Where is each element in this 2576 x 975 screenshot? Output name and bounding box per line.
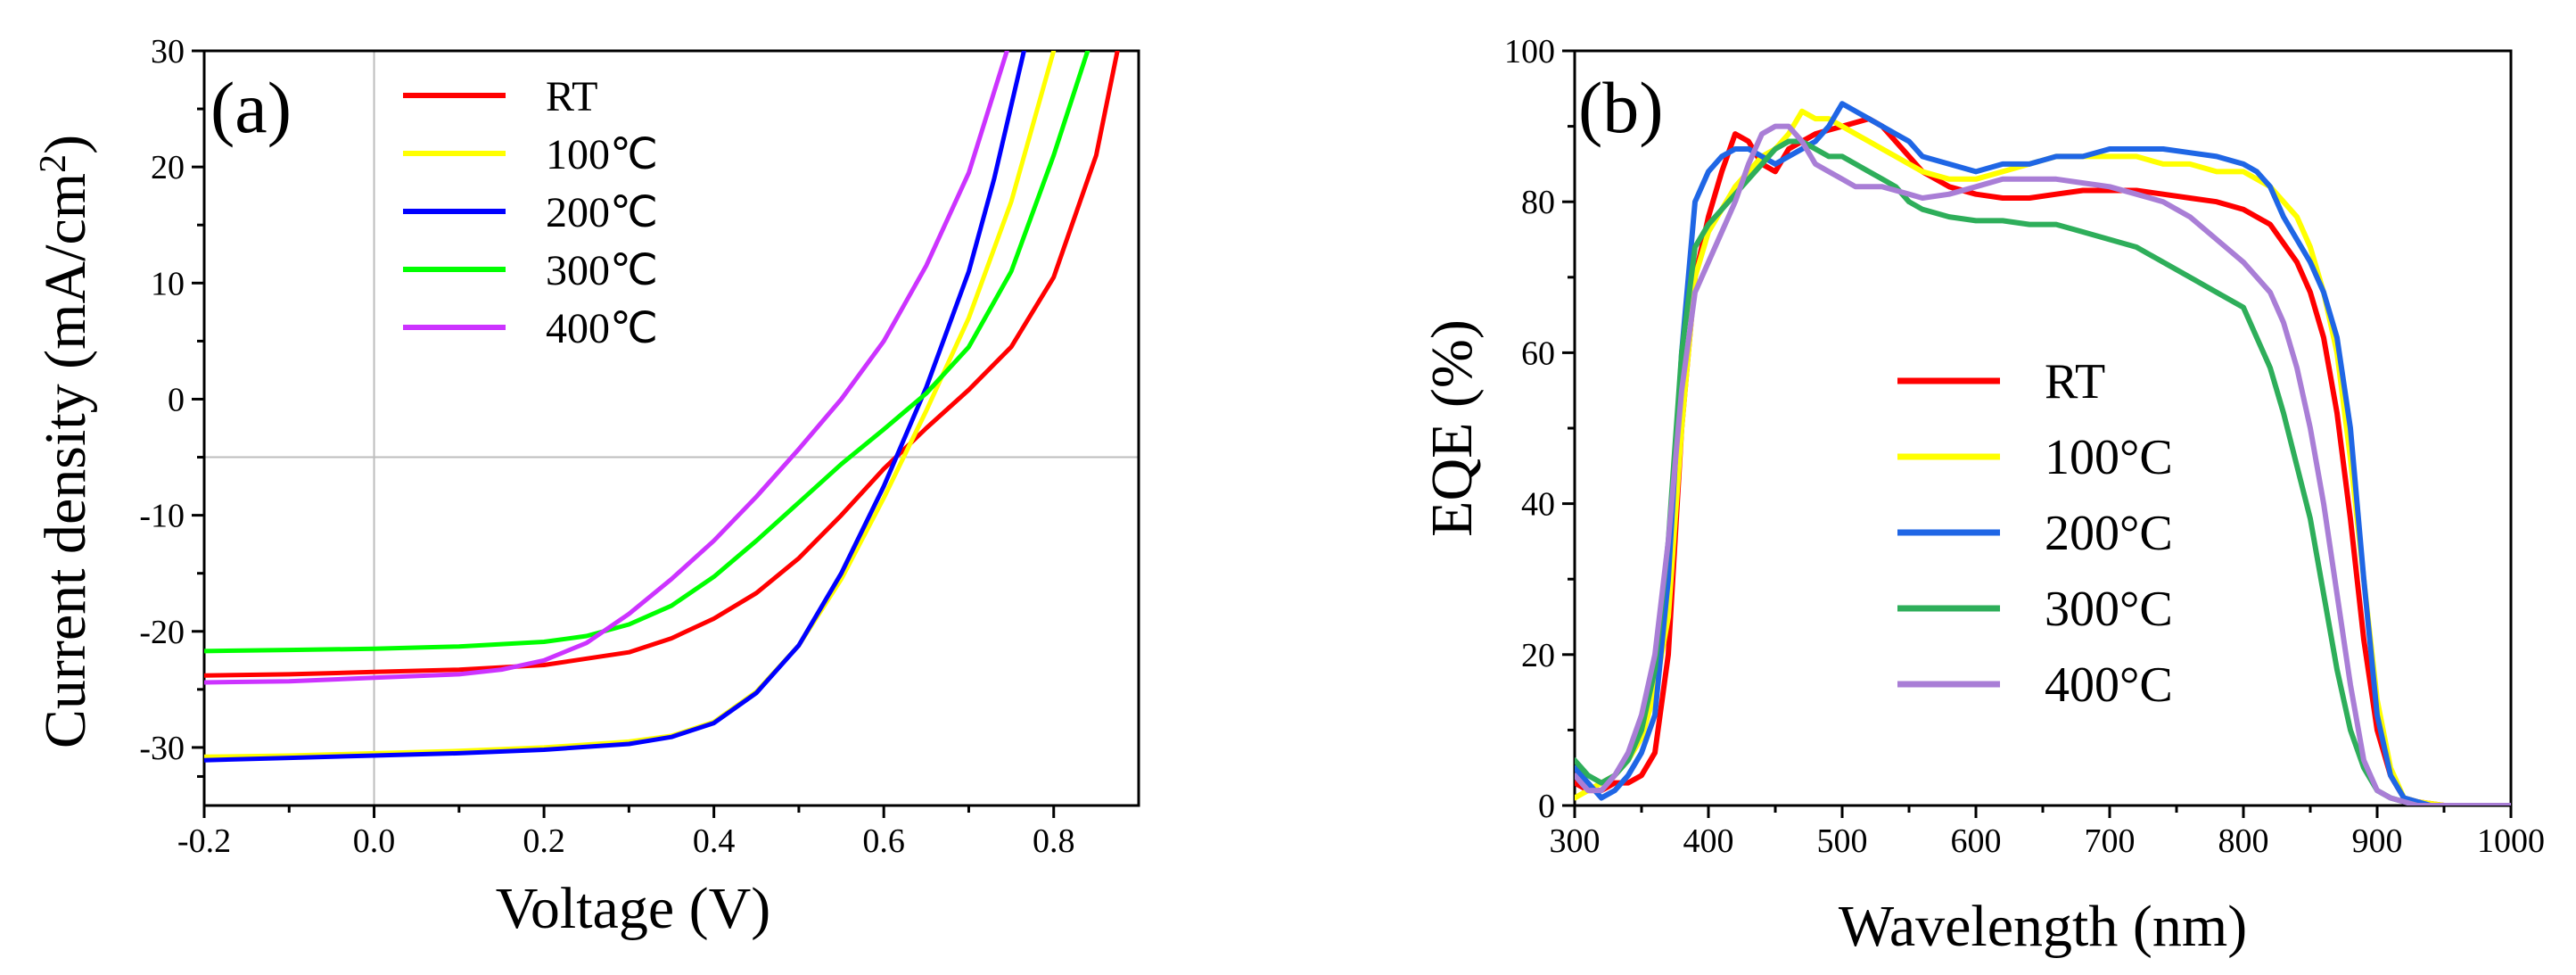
panel-a-y-tick-label: -10	[139, 498, 185, 535]
panel-b-tick-labels: 300 400 500 600 700 800 900 1000 0 20 40 60 80 100	[1504, 33, 2545, 860]
legend-label-a-rt-0: RT	[546, 73, 597, 120]
panel-a-legend: RT 100℃ 200℃ 300℃ 400℃	[403, 73, 658, 352]
panel-a-label: (a)	[210, 67, 292, 148]
panel-b-x-tick-label: 300	[1550, 822, 1601, 860]
panel-a-x-tick-label: 0.0	[353, 822, 396, 860]
panel-a-x-tick-label: -0.2	[177, 822, 231, 860]
panel-b-x-tick-label: 600	[1951, 822, 2002, 860]
panel-b-y-axis-title: EQE (%)	[1420, 319, 1485, 537]
panel-a-y-axis-title-sup: 2	[33, 154, 74, 173]
panel-b-label: (b)	[1578, 67, 1664, 148]
panel-b-x-tick-label: 400	[1683, 822, 1734, 860]
panel-a-y-tick-label: 10	[151, 265, 185, 302]
panel-b-y-tick-label: 80	[1521, 184, 1555, 221]
panel-b-x-tick-label: 500	[1817, 822, 1868, 860]
panel-b-axes	[1562, 49, 2513, 818]
panel-a-series-line-200-2	[204, 51, 1026, 763]
panel-b-series-line-400c-4	[1575, 123, 2511, 806]
legend-label-a-300-3: 300℃	[546, 247, 658, 294]
panel-a-axes	[192, 49, 1140, 818]
panel-a-tick-labels: -0.2 0.0 0.2 0.4 0.6 0.8 -30 -20 -10 0 10 20 30	[139, 33, 1074, 860]
panel-a-y-tick-label: -30	[139, 730, 185, 767]
panel-a-y-axis-title-close: )	[33, 135, 98, 154]
panel-b-series	[1575, 101, 2511, 806]
legend-label-b-200c-2: 200°C	[2045, 506, 2173, 561]
legend-label-a-400-4: 400℃	[546, 305, 658, 352]
legend-label-b-400c-4: 400°C	[2045, 657, 2173, 713]
panel-a-x-tick-label: 0.8	[1033, 822, 1075, 860]
panel-b-y-tick-label: 60	[1521, 335, 1555, 372]
panel-a-x-axis-title: Voltage (V)	[496, 876, 771, 941]
panel-b-legend: RT 100°C 200°C 300°C 400°C	[1897, 354, 2173, 713]
panel-b-x-tick-label: 700	[2085, 822, 2136, 860]
panel-a-frame	[202, 49, 1140, 807]
panel-a-series-line-300-3	[204, 51, 1090, 654]
legend-label-b-300c-3: 300°C	[2045, 582, 2173, 637]
panel-b-y-tick-label: 20	[1521, 637, 1555, 674]
panel-b-eqe-chart: 300 400 500 600 700 800 900 1000 0 20 40 60 80 100 (b…	[1420, 33, 2545, 959]
legend-label-b-100c-1: 100°C	[2045, 430, 2173, 485]
panel-a-series-line-rt-0	[204, 51, 1120, 678]
panel-a-y-tick-label: 0	[168, 381, 185, 418]
panel-a-y-axis-title: Current density (mA/cm2)	[33, 135, 98, 748]
panel-b-x-tick-label: 1000	[2477, 822, 2545, 860]
panel-b-x-axis-title: Wavelength (nm)	[1839, 894, 2247, 959]
panel-b-x-tick-label: 900	[2352, 822, 2403, 860]
panel-a-x-tick-label: 0.6	[862, 822, 905, 860]
panel-a-x-tick-label: 0.4	[693, 822, 736, 860]
panel-b-series-line-300c-3	[1575, 138, 2511, 806]
panel-a-x-tick-label: 0.2	[523, 822, 565, 860]
panel-a-series-line-400-4	[204, 51, 1009, 685]
panel-a-y-axis-title-main: Current density (mA/cm	[33, 173, 98, 748]
panel-b-y-tick-label: 100	[1504, 33, 1555, 70]
panel-a-y-tick-label: 30	[151, 33, 185, 70]
panel-a-y-tick-label: 20	[151, 149, 185, 186]
legend-label-a-100-1: 100℃	[546, 131, 658, 178]
panel-b-y-tick-label: 40	[1521, 486, 1555, 524]
panel-a-series	[204, 51, 1120, 763]
legend-label-a-200-2: 200℃	[546, 189, 658, 236]
panel-a-y-tick-label: -20	[139, 614, 185, 651]
panel-b-x-tick-label: 800	[2218, 822, 2269, 860]
panel-b-series-line-200c-2	[1575, 101, 2511, 806]
legend-label-b-rt-0: RT	[2045, 354, 2105, 409]
panel-b-y-tick-label: 0	[1538, 788, 1555, 825]
